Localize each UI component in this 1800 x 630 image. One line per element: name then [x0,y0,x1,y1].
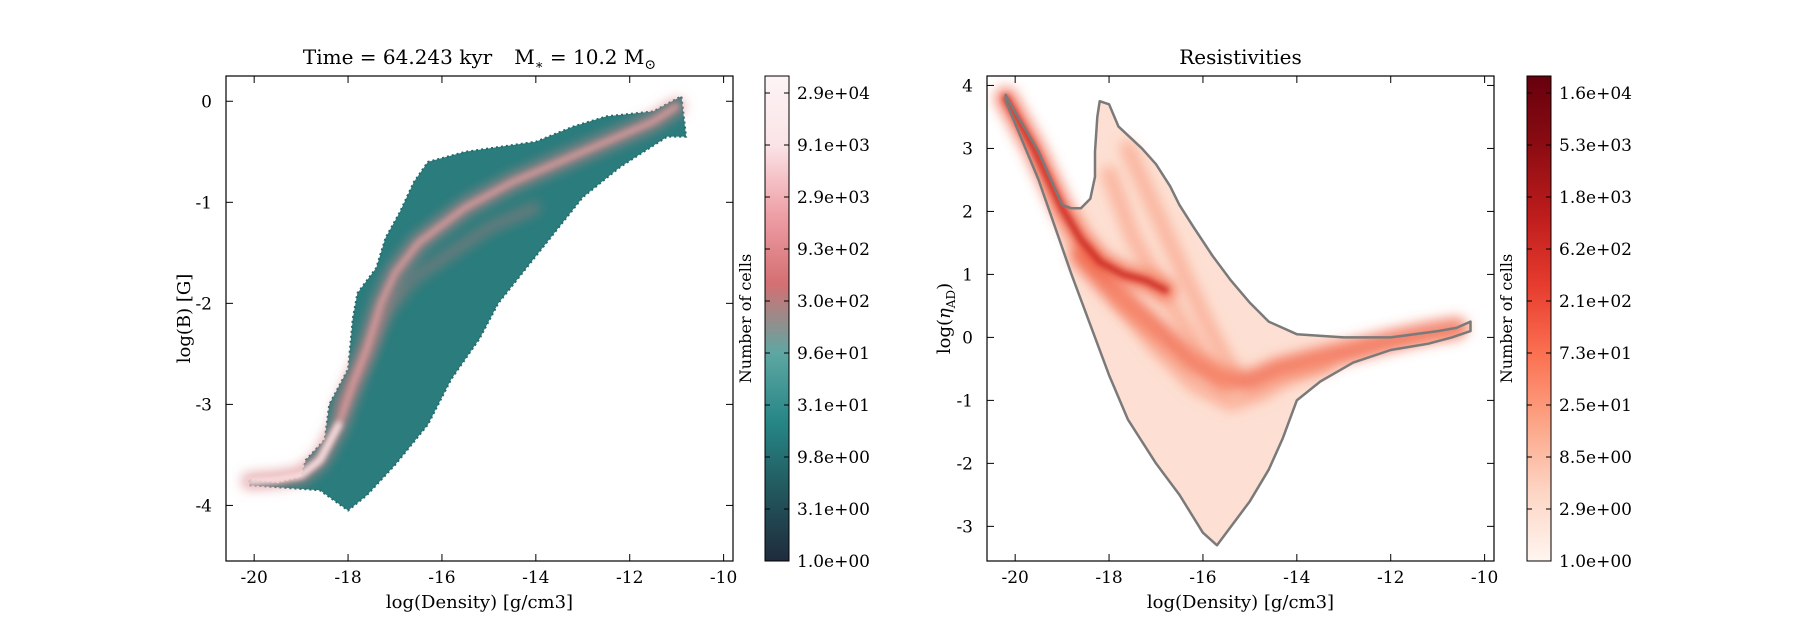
x-tick-label: -14 [1283,568,1310,588]
panel-2-ticks: -20 -18 -16 -14 -12 -10 4 3 2 1 0 -1 -2 -3 [956,76,1498,588]
colorbar-1-ticks: 2.9e+04 9.1e+03 2.9e+03 9.3e+02 3.0e+02 9.6e+… [765,84,870,572]
panel-2-ylabel: log(ηAD) [934,283,958,354]
x-tick-label: -10 [1471,568,1498,588]
panel-2-heatmap [994,87,1472,547]
x-tick-label: -20 [1001,568,1028,588]
panel-1-frame [225,75,734,562]
panel-1-ticks: -20 -18 -16 -14 -12 -10 0 -1 -2 -3 -4 [195,76,737,588]
colorbar-tick-label: 2.9e+00 [1559,500,1632,520]
colorbar-tick-label: 9.1e+03 [797,136,870,156]
x-tick-label: -10 [710,568,737,588]
colorbar-2: 1.6e+04 5.3e+03 1.8e+03 6.2e+02 2.1e+02 7.3e+… [1497,75,1632,572]
y-tick-label: -1 [956,391,973,411]
panel-2-title: Resistivities [1179,45,1301,69]
y-tick-label: 0 [962,328,973,348]
resistivity-ridge-core [1002,94,1169,294]
y-tick-label: -3 [956,517,973,537]
colorbar-tick-label: 2.9e+03 [797,188,870,208]
x-tick-label: -18 [1095,568,1122,588]
panel-2-frame [986,75,1495,562]
x-tick-label: -12 [616,568,643,588]
density-contour [1004,93,1472,547]
panel-2-xlabel: log(Density) [g/cm3] [1147,592,1334,613]
colorbar-tick-label: 9.3e+02 [797,240,870,260]
colorbar-tick-label: 3.1e+00 [797,500,870,520]
y-tick-label: -1 [195,193,212,213]
colorbar-tick-label: 3.1e+01 [797,396,870,416]
x-tick-label: -16 [428,568,455,588]
colorbar-tick-label: 2.1e+02 [1559,292,1632,312]
colorbar-tick-label: 8.5e+00 [1559,448,1632,468]
y-tick-label: 4 [962,76,973,96]
ridge-peak [246,421,342,485]
colorbar-tick-label: 1.8e+03 [1559,188,1632,208]
colorbar-tick-label: 3.0e+02 [797,292,870,312]
colorbar-tick-label: 1.6e+04 [1559,84,1632,104]
x-tick-label: -18 [334,568,361,588]
colorbar-2-label: Number of cells [1497,254,1516,383]
panel-1-title: Time = 64.243 kyr M∗ = 10.2 M⊙ [303,45,656,73]
density-region [249,96,687,511]
colorbar-tick-label: 2.5e+01 [1559,396,1632,416]
colorbar-tick-label: 5.3e+03 [1559,136,1632,156]
colorbar-tick-label: 9.6e+01 [797,344,870,364]
y-tick-label: -4 [195,496,212,516]
y-tick-label: 3 [962,139,973,159]
colorbar-2-bar [1526,75,1552,562]
y-tick-label: 0 [201,92,212,112]
density-region [1005,94,1471,546]
density-region-edge [248,94,688,512]
x-tick-label: -14 [522,568,549,588]
y-tick-label: -2 [956,454,973,474]
resistivity-panel: Resistivities -20 -18 -16 -14 -12 -1043210-1-… [934,45,1498,613]
panel-1-heatmap [241,94,688,512]
panel-1-ylabel: log(B) [G] [174,274,195,364]
colorbar-1-label: Number of cells [736,254,755,383]
colorbar-tick-label: 7.3e+01 [1559,344,1632,364]
x-tick-label: -12 [1377,568,1404,588]
y-tick-label: -3 [195,395,212,415]
panel-1-xlabel: log(Density) [g/cm3] [386,592,573,613]
colorbar-1-bar [764,75,790,562]
magnetic-field-panel: Time = 64.243 kyr M∗ = 10.2 M⊙ -20 -18 -16-… [174,45,737,613]
resistivity-ridge [1101,165,1235,396]
colorbar-tick-label: 6.2e+02 [1559,240,1632,260]
y-tick-label: 1 [962,265,973,285]
colorbar-tick-label: 1.0e+00 [797,552,870,572]
resistivity-ridge [1119,140,1240,377]
colorbar-tick-label: 9.8e+00 [797,448,870,468]
x-tick-label: -16 [1189,568,1216,588]
colorbar-tick-label: 1.0e+00 [1559,552,1632,572]
y-tick-label: -2 [195,294,212,314]
resistivity-ridge [1110,291,1333,413]
colorbar-1: 2.9e+04 9.1e+03 2.9e+03 9.3e+02 3.0e+02 9.6e+… [736,75,870,572]
y-tick-label: 2 [962,202,973,222]
colorbar-2-ticks: 1.6e+04 5.3e+03 1.8e+03 6.2e+02 2.1e+02 7.3e+… [1527,84,1632,572]
x-tick-label: -20 [240,568,267,588]
colorbar-tick-label: 2.9e+04 [797,84,870,104]
